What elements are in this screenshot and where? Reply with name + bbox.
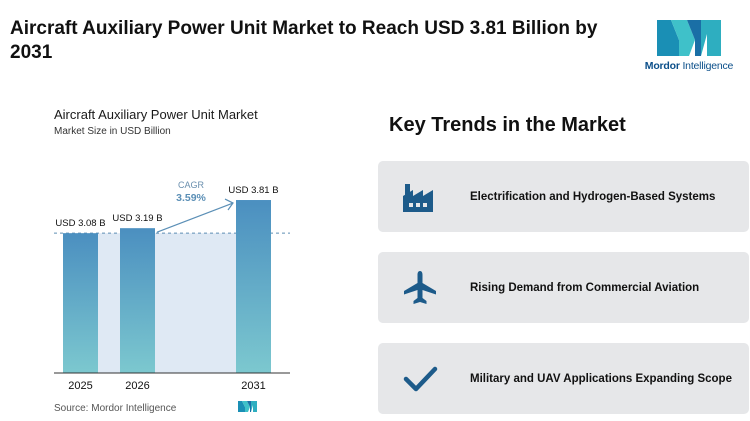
data-label-2031: USD 3.81 B (228, 185, 278, 196)
cagr-arrowhead (224, 198, 234, 211)
x-tick-2025: 2025 (68, 380, 92, 392)
trend-label: Electrification and Hydrogen-Based Syste… (470, 190, 716, 203)
cagr-value: 3.59% (176, 192, 206, 204)
logo-wordmark: Mordor Intelligence (644, 60, 734, 72)
data-label-2026: USD 3.19 B (112, 213, 162, 224)
trend-label: Rising Demand from Commercial Aviation (470, 281, 700, 294)
bar-2026 (120, 228, 155, 373)
bar-2025 (63, 233, 98, 373)
factory-icon (401, 178, 439, 216)
x-tick-2031: 2031 (241, 380, 265, 392)
airplane-icon (401, 269, 439, 307)
chart-source: Source: Mordor Intelligence (54, 403, 177, 414)
comparison-band (98, 233, 236, 373)
x-tick-2026: 2026 (125, 380, 149, 392)
chart-subtitle: Market Size in USD Billion (54, 126, 171, 137)
trend-label: Military and UAV Applications Expanding … (470, 372, 732, 385)
bar-2031 (236, 200, 271, 373)
bar-chart: USD 3.08 B 2025 USD 3.19 B 2026 USD 3.81 B 20… (54, 180, 290, 412)
footer-logo-icon (238, 401, 257, 412)
cagr-label: CAGR (178, 180, 205, 190)
trend-card-electrification: Electrification and Hydrogen-Based Syste… (378, 161, 749, 232)
trends-title: Key Trends in the Market (389, 114, 626, 136)
mordor-logo-mark (657, 20, 721, 56)
trend-card-commercial-aviation: Rising Demand from Commercial Aviation (378, 252, 749, 323)
mordor-logo: Mordor Intelligence (636, 16, 742, 76)
cagr-arrow (156, 202, 234, 233)
data-label-2025: USD 3.08 B (55, 218, 105, 229)
page-headline: Aircraft Auxiliary Power Unit Market to … (10, 18, 598, 63)
trend-card-military-uav: Military and UAV Applications Expanding … (378, 343, 749, 414)
checkmark-icon (401, 360, 439, 398)
chart-title: Aircraft Auxiliary Power Unit Market (54, 107, 258, 122)
